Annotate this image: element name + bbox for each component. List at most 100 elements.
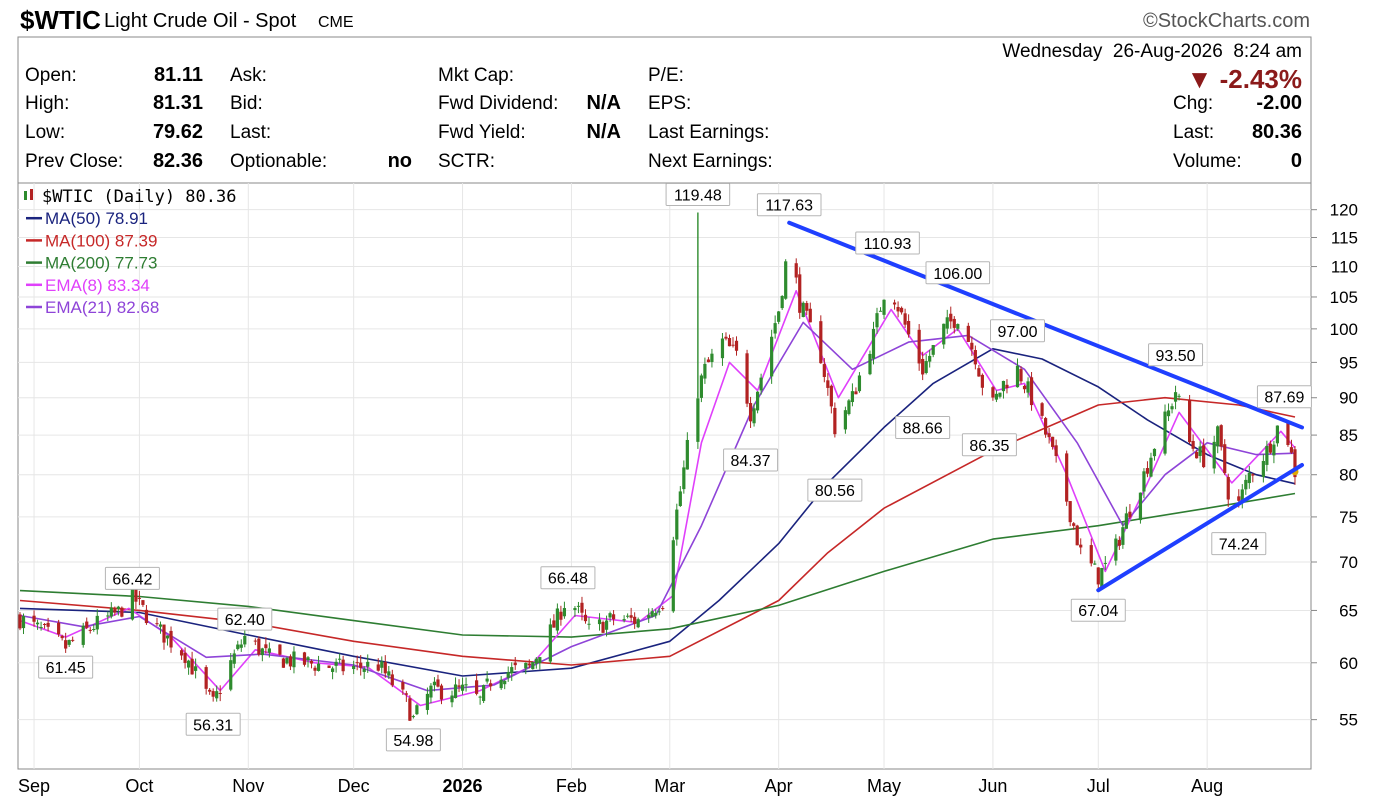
candle-body bbox=[703, 363, 707, 379]
candle-body bbox=[260, 648, 264, 656]
candle-body bbox=[158, 624, 163, 627]
quote-label: Open: bbox=[25, 65, 77, 86]
annotation-label: 61.45 bbox=[46, 660, 86, 677]
candle-body bbox=[1093, 563, 1097, 565]
candle-body bbox=[552, 620, 556, 628]
candle-body bbox=[1265, 445, 1269, 465]
candle-body bbox=[833, 407, 837, 435]
candle-body bbox=[685, 439, 689, 470]
candle-body bbox=[232, 653, 236, 664]
candle-body bbox=[257, 638, 261, 655]
candle-body bbox=[1202, 445, 1206, 468]
annotation-box bbox=[1148, 343, 1204, 367]
candle-body bbox=[362, 669, 366, 672]
candle-body bbox=[1022, 385, 1027, 390]
candle-body bbox=[144, 609, 149, 624]
y-tick-label: 110 bbox=[1331, 258, 1358, 277]
exchange-label: CME bbox=[318, 14, 354, 31]
candle-body bbox=[415, 705, 419, 715]
annotation-label: 86.35 bbox=[969, 438, 1009, 455]
candle-body bbox=[383, 661, 387, 674]
y-tick-label: 95 bbox=[1339, 353, 1358, 372]
candle-body bbox=[1198, 446, 1202, 457]
candle-body bbox=[1065, 453, 1069, 502]
candle-body bbox=[288, 656, 293, 667]
candle-body bbox=[453, 684, 458, 699]
candle-body bbox=[327, 665, 331, 668]
candle-body bbox=[1247, 472, 1251, 484]
candle-body bbox=[179, 650, 184, 656]
candle-body bbox=[857, 375, 862, 392]
candle-body bbox=[292, 651, 296, 668]
quote-left-group: Open: 81.11 High: 81.31 Low: 79.62 Prev Close:… bbox=[25, 64, 203, 172]
candle-body bbox=[945, 317, 949, 329]
candle-body bbox=[482, 685, 486, 701]
candle-body bbox=[892, 302, 897, 305]
candle-body bbox=[359, 662, 363, 668]
quote-value: 82.36 bbox=[153, 150, 203, 172]
candle-body bbox=[155, 623, 159, 625]
candle-body bbox=[42, 623, 47, 625]
candle-body bbox=[39, 627, 43, 629]
candle-body bbox=[236, 644, 240, 650]
candle-body bbox=[264, 644, 268, 649]
candle-body bbox=[1103, 562, 1107, 564]
legend: $WTIC (Daily) 80.36 MA(50) 78.91 MA(100) 8… bbox=[24, 187, 236, 317]
candle-body bbox=[190, 658, 194, 675]
candle-body bbox=[980, 374, 984, 388]
y-tick-label: 85 bbox=[1339, 426, 1358, 445]
annotation-layer: 66.42 61.45 62.40 56.31 54.98 66.48 119.48 117.… bbox=[38, 183, 1312, 752]
candle-body bbox=[460, 684, 465, 691]
trendline bbox=[787, 220, 1304, 430]
candle-body bbox=[650, 611, 654, 617]
candle-body bbox=[706, 359, 711, 363]
annotation-label: 93.50 bbox=[1156, 348, 1196, 365]
candle-body bbox=[977, 368, 981, 377]
annotation-box bbox=[104, 566, 160, 590]
candle-body bbox=[81, 625, 85, 645]
candle-body bbox=[752, 408, 756, 424]
candle-body bbox=[647, 615, 651, 618]
quote-label: Optionable: bbox=[230, 151, 327, 172]
quote-label: SCTR: bbox=[438, 151, 495, 172]
quote-label: Fwd Dividend: bbox=[438, 93, 558, 114]
candle-body bbox=[338, 658, 342, 660]
candle-body bbox=[1216, 426, 1220, 447]
annotation-box bbox=[665, 183, 731, 207]
candle-body bbox=[1145, 468, 1150, 474]
candle-body bbox=[710, 353, 714, 363]
candle-body bbox=[1068, 501, 1072, 523]
candle-body bbox=[18, 614, 22, 629]
candle-body bbox=[186, 660, 191, 668]
x-tick-label: Mar bbox=[654, 776, 685, 796]
candle-body bbox=[671, 540, 675, 612]
candle-body bbox=[306, 657, 310, 661]
candle-body bbox=[330, 668, 335, 672]
quote-mid1-group: Ask: Bid: Last: Optionable: no bbox=[230, 65, 412, 172]
candle-body bbox=[130, 586, 134, 620]
y-tick-label: 55 bbox=[1339, 711, 1358, 730]
candle-body bbox=[1240, 489, 1244, 503]
ma200-line bbox=[19, 492, 1296, 638]
annotation-box bbox=[385, 728, 441, 752]
candle-body bbox=[587, 623, 591, 625]
candle-body bbox=[253, 640, 257, 642]
candle-body bbox=[748, 403, 753, 422]
candle-body bbox=[1124, 513, 1128, 529]
candle-body bbox=[777, 311, 781, 322]
candle-body bbox=[633, 616, 637, 624]
quote-label: Bid: bbox=[230, 93, 263, 114]
annotation-box bbox=[807, 478, 863, 502]
legend-entry: $WTIC (Daily) 80.36 bbox=[42, 187, 236, 207]
candle-body bbox=[538, 657, 542, 664]
annotation-label: 88.66 bbox=[903, 421, 943, 438]
candle-body bbox=[731, 344, 735, 346]
quote-label: Last Earnings: bbox=[648, 122, 769, 143]
candle-body bbox=[527, 663, 531, 666]
candle-body bbox=[903, 313, 907, 325]
annotation-label: 67.04 bbox=[1078, 603, 1118, 620]
candle-body bbox=[773, 323, 777, 334]
candle-body bbox=[727, 338, 732, 347]
candle-body bbox=[429, 685, 433, 698]
